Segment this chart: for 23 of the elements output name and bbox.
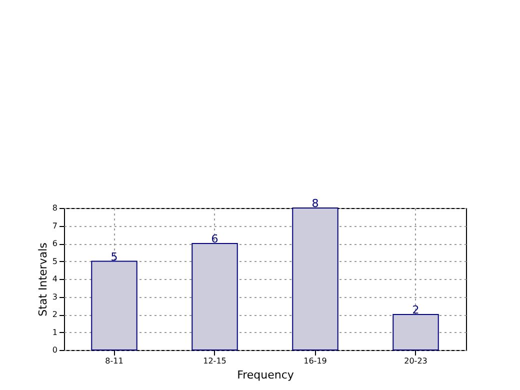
data-label: 8 [312,197,319,210]
x-tick-label: 16-19 [304,356,327,366]
x-axis-title: Frequency [237,368,294,382]
bar [192,243,238,350]
data-label: 5 [110,250,118,264]
bar [392,314,439,350]
y-axis-title: Stat Intervals [36,242,50,316]
data-label: 2 [412,304,420,316]
y-tick-label: 7 [52,221,58,230]
y-tick-label: 2 [52,310,58,319]
y-tick-label: 3 [52,292,58,302]
bar [91,260,138,350]
y-tick-label: 6 [52,239,58,248]
y-tick-label: 0 [52,346,58,354]
y-tick-label: 8 [52,204,58,212]
x-tick-label: 12-15 [203,356,226,366]
y-tick-label: 4 [52,274,58,284]
y-tick-label: 1 [52,328,58,337]
y-tick-label: 5 [52,256,58,266]
x-tick-label: 8-11 [105,356,124,366]
x-tick-label: 20-23 [404,356,428,366]
bar [292,208,338,350]
data-label: 6 [211,232,218,246]
